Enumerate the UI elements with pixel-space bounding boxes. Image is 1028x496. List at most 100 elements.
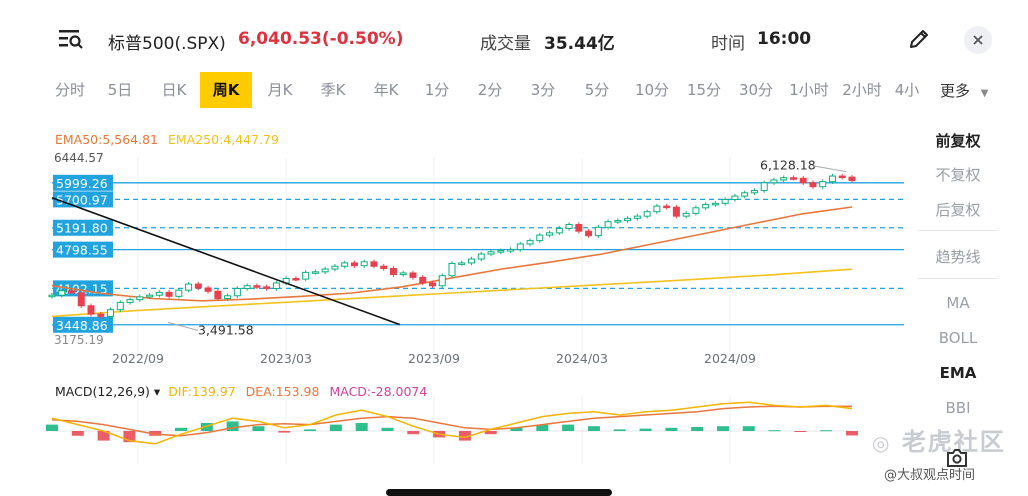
tab-timeframe[interactable]: 日K: [161, 81, 187, 99]
tab-timeframe[interactable]: 2分: [477, 81, 503, 99]
ticker-name[interactable]: 标普500(.SPX): [108, 34, 226, 54]
macd-histogram-bar: [510, 427, 523, 431]
x-tick-label: 2023/09: [408, 351, 460, 366]
chevron-down-icon: ▼: [980, 88, 989, 99]
macd-histogram-bar: [562, 424, 575, 431]
price-change: 6,040.53(-0.50%): [238, 29, 404, 49]
candlestick-chart[interactable]: 2022/09 2023/03 2023/09 2024/03 2024/09 5999.…: [0, 140, 912, 380]
x-tick-label: 2023/03: [260, 351, 312, 366]
level-label: 5999.26: [56, 176, 108, 191]
trendline-tool[interactable]: 趋势线: [935, 248, 981, 266]
candle-body: [789, 177, 797, 180]
indicator-bbi[interactable]: BBI: [945, 399, 971, 417]
macd-name: MACD(12,26,9): [55, 384, 150, 399]
macd-histogram-bar: [355, 423, 368, 431]
candle-body: [624, 217, 632, 222]
level-label: 5191.80: [56, 221, 108, 236]
tab-timeframe[interactable]: 5日: [107, 81, 133, 99]
candle-body: [107, 309, 115, 317]
dif-line: [51, 401, 853, 445]
tab-timeframe[interactable]: 5分: [584, 81, 610, 99]
adjust-none-option[interactable]: 不复权: [935, 166, 981, 184]
candle-body: [692, 207, 700, 214]
macd-histogram-bar: [639, 428, 652, 431]
watermark: ◎ 老虎社区: [872, 422, 1006, 457]
macd-histogram-bar: [484, 431, 497, 435]
x-tick-label: 2024/03: [556, 351, 608, 366]
macd-histogram-bar: [149, 431, 162, 436]
candle-body: [48, 294, 56, 298]
candle-body: [809, 182, 817, 188]
tab-timeframe[interactable]: 1小时: [789, 81, 829, 99]
candle-body: [370, 261, 378, 267]
macd-histogram-bar: [794, 431, 807, 432]
candle-body: [780, 177, 788, 181]
macd-legend[interactable]: MACD(12,26,9) ▾ DIF:139.97 DEA:153.98 MA…: [55, 384, 427, 399]
candle-body: [594, 226, 602, 237]
macd-histogram-bar: [200, 423, 213, 431]
annotation-leader: [811, 165, 847, 173]
candle-body: [360, 261, 368, 267]
tab-timeframe[interactable]: 2小时: [842, 81, 882, 99]
candle-body: [448, 262, 456, 277]
y-axis-max-label: 6444.57: [54, 151, 104, 165]
tab-timeframe[interactable]: 15分: [686, 81, 722, 99]
candle-body: [477, 253, 485, 260]
camera-icon[interactable]: [944, 445, 970, 471]
more-dropdown[interactable]: 更多 ▼: [940, 80, 989, 101]
macd-chart[interactable]: [0, 395, 912, 465]
candle-body: [87, 305, 95, 315]
macd-histogram-bar: [691, 427, 704, 431]
candle-body: [536, 234, 544, 242]
macd-value-legend: MACD:-28.0074: [329, 384, 428, 399]
candle-body: [97, 313, 105, 317]
pencil-icon[interactable]: [908, 28, 930, 50]
indicator-boll[interactable]: BOLL: [938, 329, 978, 347]
candle-body: [799, 177, 807, 184]
candle-body: [126, 299, 134, 303]
adjust-forward-option[interactable]: 前复权: [935, 132, 981, 150]
candle-body: [136, 296, 144, 301]
tab-timeframe[interactable]: 分时: [54, 81, 85, 99]
candle-body: [389, 267, 397, 276]
indicator-ma[interactable]: MA: [946, 294, 970, 312]
candle-body: [770, 179, 778, 184]
ema50-line: [51, 206, 853, 302]
tab-timeframe[interactable]: 月K: [267, 81, 293, 99]
candle-body: [204, 287, 212, 292]
home-indicator: [386, 489, 612, 496]
indicator-ema[interactable]: EMA: [939, 364, 977, 382]
candle-body: [331, 265, 339, 270]
candle-body: [263, 286, 271, 290]
candle-body: [233, 288, 241, 297]
candle-body: [711, 202, 719, 206]
dea-legend: DEA:153.98: [245, 384, 320, 399]
search-list-icon[interactable]: [58, 28, 84, 50]
tab-timeframe-active[interactable]: 周K: [200, 72, 252, 108]
adjust-backward-option[interactable]: 后复权: [935, 201, 981, 219]
dea-line: [51, 405, 853, 437]
ema250-line: [51, 268, 853, 318]
close-icon: [973, 35, 983, 45]
tab-timeframe[interactable]: 30分: [738, 81, 774, 99]
source-credit: @大叔观点时间: [884, 468, 976, 483]
candle-body: [341, 262, 349, 267]
tab-timeframe[interactable]: 1分: [424, 81, 450, 99]
candle-body: [185, 283, 193, 291]
ema250-legend: EMA250:4,447.79: [168, 132, 279, 147]
tab-timeframe[interactable]: 季K: [320, 81, 346, 99]
candle-body: [750, 190, 758, 194]
tab-timeframe[interactable]: 3分: [530, 81, 556, 99]
candle-body: [292, 277, 300, 281]
candle-body: [487, 251, 495, 255]
annotation-high: 6,128.18: [760, 158, 816, 173]
tab-timeframe[interactable]: 10分: [634, 81, 670, 99]
tab-timeframe[interactable]: 年K: [373, 81, 399, 99]
close-button[interactable]: [964, 26, 992, 54]
tab-timeframe[interactable]: 4小: [894, 81, 920, 99]
ema50-legend: EMA50:5,564.81: [55, 132, 159, 147]
candle-body: [350, 262, 358, 267]
macd-histogram-bar: [846, 431, 858, 436]
macd-histogram-bar: [742, 426, 755, 431]
candle-body: [116, 301, 124, 311]
